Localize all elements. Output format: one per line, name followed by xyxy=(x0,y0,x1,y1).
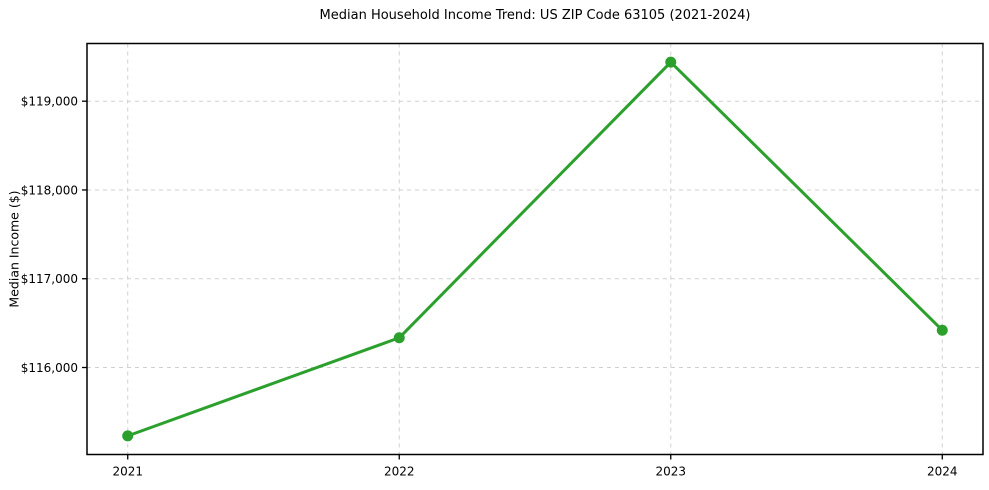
x-tick-label: 2023 xyxy=(655,465,686,479)
plot-border xyxy=(86,42,984,456)
trend-line xyxy=(126,60,944,438)
x-tick-label: 2024 xyxy=(927,465,958,479)
y-tick-label: $117,000 xyxy=(21,272,78,286)
chart-title: Median Household Income Trend: US ZIP Co… xyxy=(319,8,751,23)
y-tick-label: $116,000 xyxy=(21,361,78,375)
data-point-2022 xyxy=(393,332,405,344)
y-tick-label: $119,000 xyxy=(21,95,78,109)
x-tick-label: 2021 xyxy=(112,465,143,479)
data-point-2021 xyxy=(122,430,134,442)
data-point-2023 xyxy=(665,56,677,68)
y-tick-label: $118,000 xyxy=(21,183,78,197)
x-tick-label: 2022 xyxy=(384,465,415,479)
data-point-2024 xyxy=(936,324,948,336)
